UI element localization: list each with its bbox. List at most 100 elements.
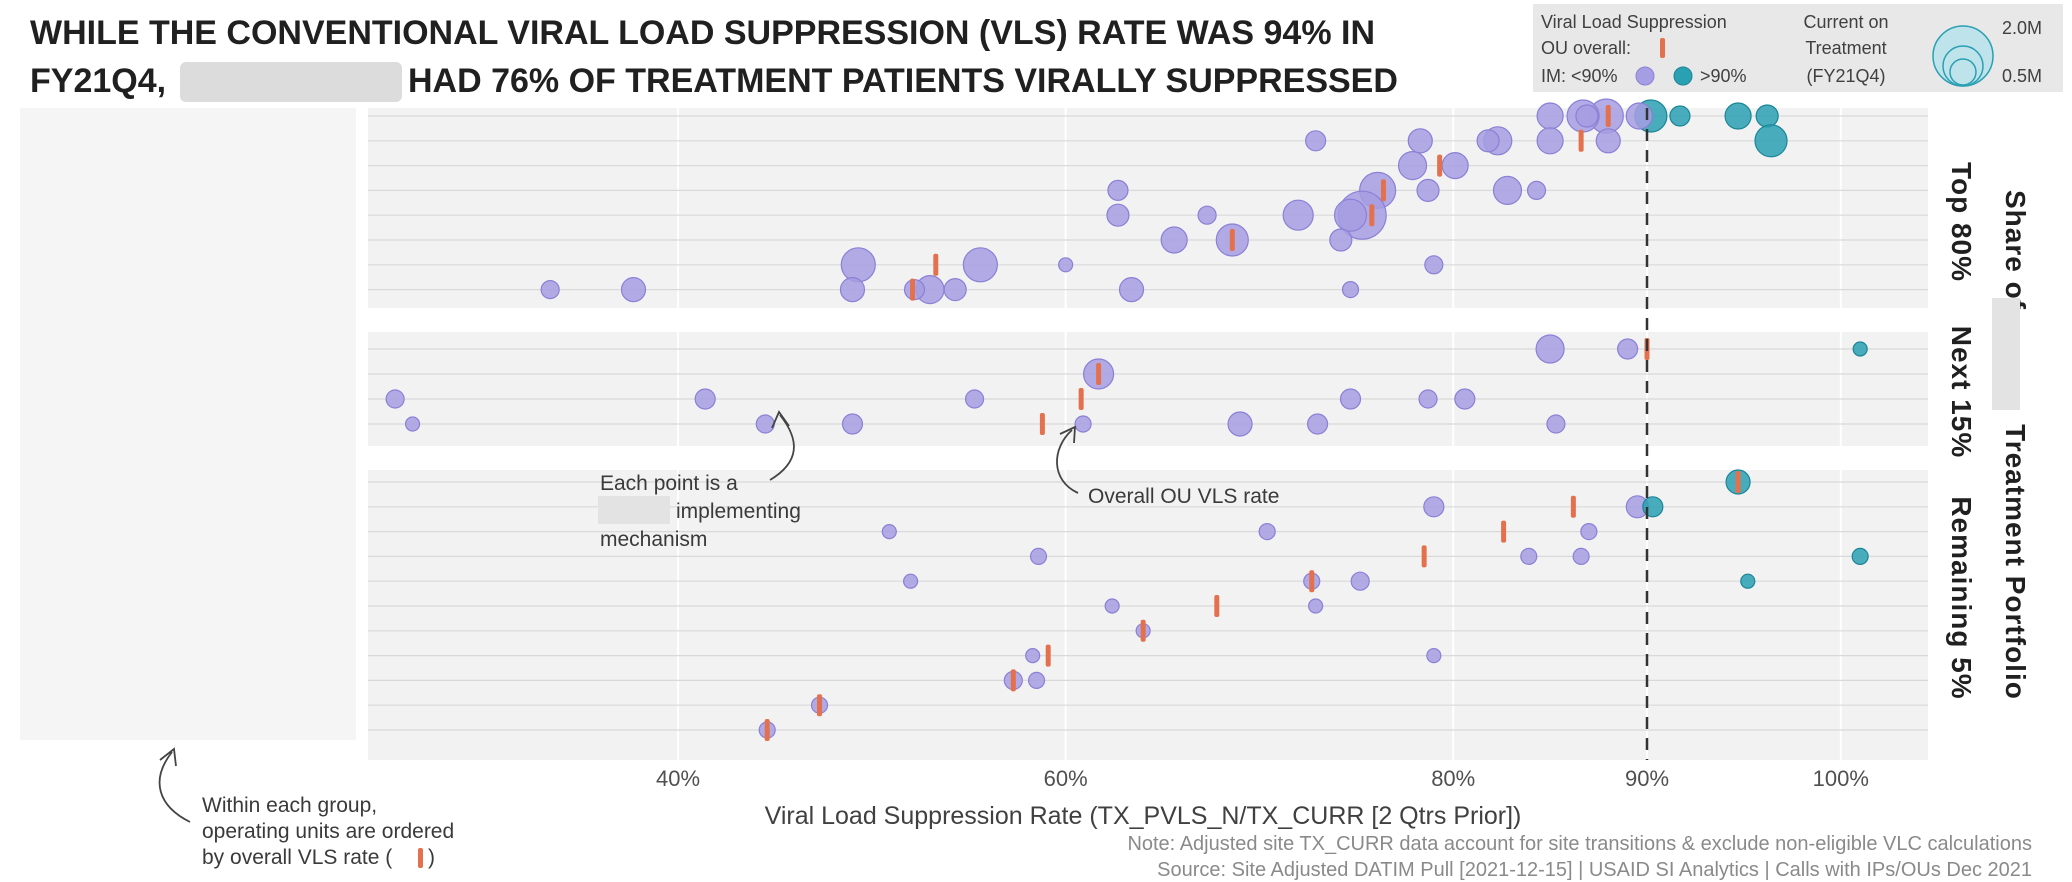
im-point xyxy=(943,278,967,302)
im-point xyxy=(540,280,560,300)
im-point xyxy=(1333,198,1368,232)
im-point xyxy=(1106,203,1130,227)
ou-vls-marker xyxy=(933,253,939,276)
im-point xyxy=(1852,341,1868,357)
redacted-name-box xyxy=(180,62,402,102)
legend-ou-overall-label: OU overall: xyxy=(1541,38,1631,58)
im-point xyxy=(1492,175,1523,205)
im-point xyxy=(1536,102,1564,130)
chart-title-line2-end: HAD 76% OF TREATMENT PATIENTS VIRALLY SU… xyxy=(408,62,1398,100)
ou-vls-marker xyxy=(1380,179,1386,202)
im-point xyxy=(1575,104,1599,128)
im-point xyxy=(1025,647,1041,664)
facet-label-top: Top 80% xyxy=(1946,162,1977,282)
annotation-ordering-arrow xyxy=(158,751,191,823)
legend-size-title-2: Treatment xyxy=(1805,38,1886,58)
redacted-annotation-name xyxy=(598,496,670,524)
im-point xyxy=(1536,127,1564,155)
im-point xyxy=(1755,104,1779,128)
im-point xyxy=(1029,547,1048,566)
annotation-ordering: Within each group, operating units are o… xyxy=(158,747,454,869)
im-point xyxy=(385,389,405,409)
x-tick-label: 90% xyxy=(1625,766,1669,791)
im-point xyxy=(1416,178,1440,202)
legend: Viral Load Suppression OU overall: IM: <… xyxy=(1533,4,2063,92)
ou-vls-marker xyxy=(910,278,916,301)
facet-strip-prefix: Share of xyxy=(2000,190,2031,310)
im-point xyxy=(1350,571,1370,591)
annotation-point-line3: mechanism xyxy=(600,528,707,551)
im-point xyxy=(962,247,998,283)
x-tick-label: 60% xyxy=(1044,766,1088,791)
ou-vls-marker xyxy=(1437,154,1443,177)
im-point xyxy=(1535,334,1565,364)
im-point xyxy=(841,413,864,435)
panel-background xyxy=(368,332,1928,446)
im-point xyxy=(1308,598,1324,614)
annotation-points: Each point is a implementing mechanism xyxy=(598,410,801,551)
x-tick-label: 100% xyxy=(1813,766,1869,791)
im-point xyxy=(1418,389,1438,409)
im-point xyxy=(1580,522,1598,541)
im-point xyxy=(1160,226,1188,254)
im-point xyxy=(1595,128,1621,154)
im-point xyxy=(1424,255,1444,275)
im-point xyxy=(1058,257,1074,273)
im-point xyxy=(1740,573,1756,589)
ou-vls-marker xyxy=(1735,471,1741,493)
im-point xyxy=(1107,179,1129,201)
chart-title-line2-start: FY21Q4, xyxy=(30,62,166,100)
panel-1 xyxy=(368,98,1928,308)
im-point xyxy=(404,416,421,432)
redacted-ou-labels xyxy=(20,108,356,740)
legend-ou-marker xyxy=(1660,38,1665,58)
legend-size-big-label: 2.0M xyxy=(2002,18,2042,38)
im-point xyxy=(1027,671,1046,690)
ou-vls-marker xyxy=(1039,413,1045,435)
x-axis-title: Viral Load Suppression Rate (TX_PVLS_N/T… xyxy=(765,802,1522,830)
panel-background xyxy=(368,108,1928,308)
legend-im-under-label: IM: <90% xyxy=(1541,66,1618,86)
plot-panels xyxy=(368,98,1928,760)
facet-label-next: Next 15% xyxy=(1946,326,1977,459)
im-point xyxy=(1407,128,1433,154)
legend-size-title-3: (FY21Q4) xyxy=(1806,66,1885,86)
ou-vls-marker xyxy=(1369,204,1375,227)
ou-vls-marker xyxy=(1229,229,1235,251)
ou-vls-marker xyxy=(1010,669,1016,692)
im-point xyxy=(1617,338,1639,360)
ou-vls-marker xyxy=(1096,363,1102,385)
im-point xyxy=(1341,281,1360,299)
ou-vls-marker xyxy=(1078,388,1084,410)
annotation-ou-rate-arrowhead xyxy=(1059,425,1076,444)
panel-3 xyxy=(368,469,1928,760)
x-tick-label: 80% xyxy=(1431,766,1475,791)
im-point xyxy=(1104,598,1120,614)
facet-label-remaining: Remaining 5% xyxy=(1946,496,1977,699)
im-point xyxy=(1074,415,1092,433)
im-point xyxy=(1305,130,1327,152)
im-point xyxy=(755,414,775,434)
im-point xyxy=(881,523,897,540)
legend-size-circle-small xyxy=(1949,58,1977,86)
redacted-strip-name xyxy=(1992,298,2020,410)
im-point xyxy=(1339,388,1362,410)
x-tick-label: 40% xyxy=(656,766,700,791)
ou-vls-marker xyxy=(1501,520,1507,543)
x-axis-ticks: 40% 60% 80% 90% 100% xyxy=(656,766,1869,791)
annotation-point-line1: Each point is a xyxy=(600,472,738,495)
im-point xyxy=(1118,277,1145,303)
im-point xyxy=(1227,411,1253,437)
im-point xyxy=(1282,199,1314,231)
im-point xyxy=(1441,152,1469,180)
im-point xyxy=(1329,228,1353,252)
im-point xyxy=(1454,388,1476,410)
im-point xyxy=(1426,647,1442,664)
ou-vls-marker xyxy=(817,694,823,717)
im-point xyxy=(839,277,866,303)
annotation-point-line2: implementing xyxy=(676,500,801,523)
ou-vls-marker xyxy=(1605,105,1611,127)
facet-strip-suffix: Treatment Portfolio xyxy=(2000,424,2031,700)
legend-size-title-1: Current on xyxy=(1803,12,1888,32)
